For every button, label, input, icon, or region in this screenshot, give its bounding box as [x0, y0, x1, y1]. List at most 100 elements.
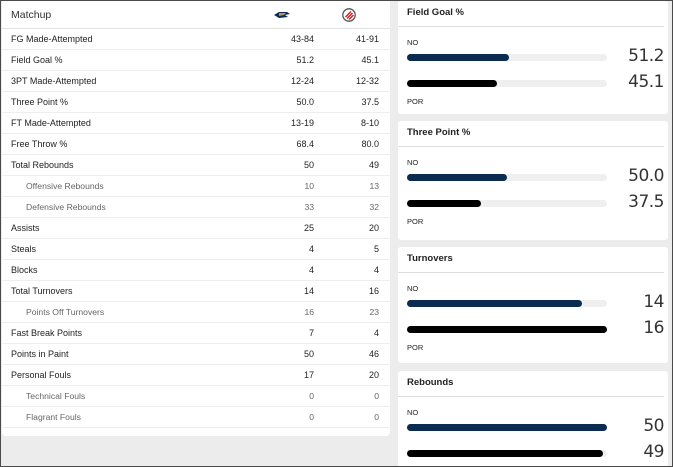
- home-stat-value: 68.4: [296, 139, 314, 149]
- away-bar-fill: [407, 326, 607, 333]
- away-stat-value: 80.0: [361, 139, 379, 149]
- home-bar-value: 14: [643, 292, 664, 312]
- table-row: Steals 4 5: [2, 239, 390, 260]
- home-stat-value: 12-24: [290, 76, 314, 86]
- home-bar-fill: [407, 174, 507, 181]
- away-stat-value: 0: [374, 412, 379, 422]
- home-bar-value: 51.2: [628, 46, 664, 66]
- stat-label: Technical Fouls: [26, 391, 86, 401]
- stat-label: Points Off Turnovers: [26, 307, 105, 317]
- stat-label: Blocks: [11, 265, 38, 275]
- away-stat-value: 4: [373, 328, 379, 338]
- table-row: Flagrant Fouls 0 0: [2, 407, 390, 428]
- stat-label: Three Point %: [11, 97, 69, 107]
- table-header: Matchup: [2, 1, 390, 29]
- home-bar-row: 14: [398, 292, 668, 315]
- table-row: 3PT Made-Attempted 12-24 12-32: [2, 71, 390, 92]
- table-row: Assists 25 20: [2, 218, 390, 239]
- home-stat-value: 51.2: [296, 55, 314, 65]
- trail-blazers-logo-icon[interactable]: [320, 7, 390, 22]
- table-body: FG Made-Attempted 43-84 41-91 Field Goal % 5…: [2, 29, 390, 428]
- stat-label: Total Rebounds: [11, 160, 74, 170]
- table-row: Free Throw % 68.4 80.0: [2, 134, 390, 155]
- table-row: Points in Paint 50 46: [2, 344, 390, 365]
- home-stat-value: 50: [303, 160, 314, 170]
- table-row: FG Made-Attempted 43-84 41-91: [2, 29, 390, 50]
- table-row: Points Off Turnovers 16 23: [2, 302, 390, 323]
- away-stat-value: 45.1: [361, 55, 379, 65]
- table-row: Three Point % 50.0 37.5: [2, 92, 390, 113]
- away-bar-fill: [407, 200, 481, 207]
- away-team-tag: POR: [407, 217, 424, 226]
- table-row: FT Made-Attempted 13-19 8-10: [2, 113, 390, 134]
- away-stat-value: 20: [368, 223, 379, 233]
- home-stat-value: 17: [303, 370, 314, 380]
- home-bar-row: 50.0: [398, 166, 668, 189]
- away-bar-row: 45.1: [398, 72, 668, 95]
- stat-label: Assists: [11, 223, 40, 233]
- home-stat-value: 25: [303, 223, 314, 233]
- away-stat-value: 12-32: [355, 76, 379, 86]
- stat-label: Fast Break Points: [11, 328, 83, 338]
- stat-label: Defensive Rebounds: [26, 202, 106, 212]
- pelicans-logo-icon[interactable]: [250, 10, 320, 20]
- stat-label: Free Throw %: [11, 139, 68, 149]
- home-stat-value: 43-84: [290, 34, 314, 44]
- away-stat-value: 13: [369, 181, 379, 191]
- stat-label: Points in Paint: [11, 349, 69, 359]
- away-bar-track: [407, 80, 607, 87]
- field-goal-comparison-card: Field Goal % NO 51.2 45.1 POR: [398, 1, 668, 114]
- away-bar-track: [407, 450, 607, 457]
- away-stat-value: 20: [368, 370, 379, 380]
- away-stat-value: 5: [373, 244, 379, 254]
- comparison-title: Turnovers: [398, 247, 664, 273]
- away-team-tag: POR: [407, 97, 424, 106]
- away-bar-value: 49: [643, 442, 664, 462]
- away-bar-value: 45.1: [628, 72, 664, 92]
- away-stat-value: 37.5: [361, 97, 379, 107]
- table-row: Fast Break Points 7 4: [2, 323, 390, 344]
- home-team-tag: NO: [407, 38, 419, 47]
- away-bar-fill: [407, 80, 497, 87]
- away-bar-value: 37.5: [628, 192, 664, 212]
- home-stat-value: 0: [309, 391, 314, 401]
- home-team-tag: NO: [407, 408, 419, 417]
- away-stat-value: 16: [368, 286, 379, 296]
- home-stat-value: 13-19: [290, 118, 314, 128]
- table-row: Defensive Rebounds 33 32: [2, 197, 390, 218]
- comparison-title: Three Point %: [398, 121, 664, 147]
- away-stat-value: 41-91: [355, 34, 379, 44]
- stat-label: Offensive Rebounds: [26, 181, 104, 191]
- home-stat-value: 7: [308, 328, 314, 338]
- away-stat-value: 8-10: [360, 118, 379, 128]
- table-row: Offensive Rebounds 10 13: [2, 176, 390, 197]
- home-bar-track: [407, 54, 607, 61]
- home-bar-fill: [407, 424, 607, 431]
- home-bar-row: 51.2: [398, 46, 668, 69]
- home-stat-value: 0: [309, 412, 314, 422]
- away-bar-track: [407, 326, 607, 333]
- table-row: Total Turnovers 14 16: [2, 281, 390, 302]
- home-stat-value: 16: [304, 307, 314, 317]
- away-stat-value: 46: [368, 349, 379, 359]
- home-bar-fill: [407, 300, 582, 307]
- home-stat-value: 14: [303, 286, 314, 296]
- home-stat-value: 50.0: [296, 97, 314, 107]
- table-row: Technical Fouls 0 0: [2, 386, 390, 407]
- stat-label: Field Goal %: [11, 55, 63, 65]
- home-stat-value: 10: [304, 181, 314, 191]
- home-team-tag: NO: [407, 158, 419, 167]
- stat-label: Flagrant Fouls: [26, 412, 81, 422]
- home-stat-value: 4: [308, 265, 314, 275]
- table-row: Blocks 4 4: [2, 260, 390, 281]
- away-bar-row: 37.5: [398, 192, 668, 215]
- stat-label: FG Made-Attempted: [11, 34, 93, 44]
- turnovers-comparison-card: Turnovers NO 14 16 POR: [398, 247, 668, 363]
- away-stat-value: 4: [373, 265, 379, 275]
- away-stat-value: 32: [369, 202, 379, 212]
- comparison-title: Rebounds: [398, 371, 664, 397]
- away-bar-track: [407, 200, 607, 207]
- away-team-tag: POR: [407, 343, 424, 352]
- stat-label: Steals: [11, 244, 37, 254]
